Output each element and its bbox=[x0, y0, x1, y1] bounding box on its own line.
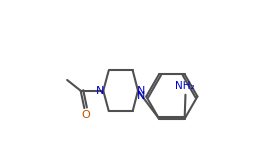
Text: NH₂: NH₂ bbox=[175, 81, 195, 91]
Text: O: O bbox=[81, 110, 90, 120]
Text: N: N bbox=[96, 86, 105, 96]
Text: N: N bbox=[137, 86, 145, 96]
Text: N: N bbox=[137, 91, 145, 102]
